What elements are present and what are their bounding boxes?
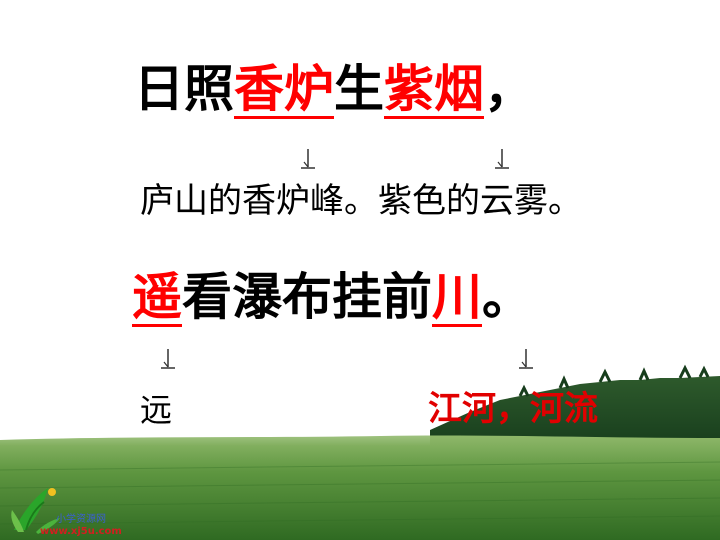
logo-name: 小学资源网	[56, 514, 106, 525]
poem-line-1-comma: ，	[484, 60, 534, 118]
keyword-chuan: 川	[432, 268, 482, 327]
down-arrow-icon	[161, 349, 175, 369]
meaning-far: 远	[140, 391, 173, 429]
poem-line-1-part-1: 日照	[134, 60, 234, 118]
down-arrow-icon	[495, 149, 509, 169]
meaning-river: 江河，河流	[428, 389, 598, 429]
poem-line-2-part-2: 看瀑布挂前	[182, 268, 432, 326]
keyword-xianglu: 香炉	[234, 60, 334, 119]
poem-line-2-period: 。	[482, 268, 532, 326]
logo-url[interactable]: www.xj5u.com	[40, 526, 122, 537]
down-arrow-icon	[519, 349, 533, 369]
poem-line-1-part-3: 生	[334, 60, 384, 118]
poem-line-2: 遥看瀑布挂前川。	[132, 272, 532, 327]
explanation-line-1: 庐山的香炉峰。紫色的云雾。	[140, 181, 582, 221]
keyword-yao: 遥	[132, 268, 182, 327]
site-logo-icon	[11, 488, 60, 534]
poem-line-1: 日照香炉生紫烟，	[134, 64, 534, 119]
down-arrow-icon	[301, 149, 315, 169]
keyword-ziyan: 紫烟	[384, 60, 484, 119]
